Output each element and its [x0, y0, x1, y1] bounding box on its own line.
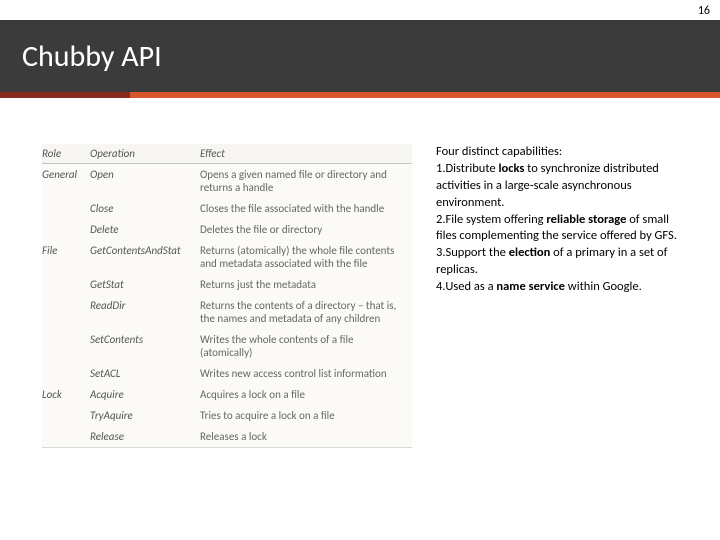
cell-operation: Acquire: [90, 384, 200, 405]
cell-effect: Closes the file associated with the hand…: [200, 198, 412, 219]
cap-2a: 2.File system offering: [436, 212, 546, 227]
cap-3b: election: [509, 245, 551, 260]
cap-4a: 4.Used as a: [436, 279, 496, 294]
cell-role: [42, 274, 90, 295]
slide-title: Chubby API: [22, 38, 162, 75]
cap-1a: 1.Distribute: [436, 161, 498, 176]
table-row: ReleaseReleases a lock: [42, 426, 412, 448]
content-area: Role Operation Effect GeneralOpenOpens a…: [0, 98, 720, 448]
table-row: TryAquireTries to acquire a lock on a fi…: [42, 405, 412, 426]
cell-effect: Tries to acquire a lock on a file: [200, 405, 412, 426]
cell-effect: Deletes the file or directory: [200, 219, 412, 240]
capabilities-text: Four distinct capabilities: 1.Distribute…: [436, 144, 700, 448]
cap-4b: name service: [496, 279, 565, 294]
slide-header: Chubby API: [0, 20, 720, 92]
table-row: SetACLWrites new access control list inf…: [42, 363, 412, 384]
cell-effect: Returns (atomically) the whole file cont…: [200, 240, 412, 274]
api-table-wrap: Role Operation Effect GeneralOpenOpens a…: [42, 144, 412, 448]
page-number: 16: [0, 0, 720, 20]
cap-3: 3.Support the election of a primary in a…: [436, 245, 692, 279]
cap-3a: 3.Support the: [436, 245, 509, 260]
cell-role: [42, 219, 90, 240]
cell-role: [42, 405, 90, 426]
cell-operation: SetACL: [90, 363, 200, 384]
cell-effect: Acquires a lock on a file: [200, 384, 412, 405]
cell-role: Lock: [42, 384, 90, 405]
cell-role: [42, 363, 90, 384]
cell-operation: GetStat: [90, 274, 200, 295]
cap-2: 2.File system offering reliable storage …: [436, 212, 692, 246]
table-row: FileGetContentsAndStatReturns (atomicall…: [42, 240, 412, 274]
cap-1: 1.Distribute locks to synchronize distri…: [436, 161, 692, 212]
cap-4c: within Google.: [565, 279, 642, 294]
table-row: CloseCloses the file associated with the…: [42, 198, 412, 219]
cap-4: 4.Used as a name service within Google.: [436, 279, 692, 296]
cell-operation: ReadDir: [90, 295, 200, 329]
cell-role: File: [42, 240, 90, 274]
cap-intro: Four distinct capabilities:: [436, 144, 692, 161]
cell-effect: Releases a lock: [200, 426, 412, 448]
table-row: LockAcquireAcquires a lock on a file: [42, 384, 412, 405]
table-header-row: Role Operation Effect: [42, 144, 412, 164]
cell-role: [42, 198, 90, 219]
cell-effect: Opens a given named file or directory an…: [200, 164, 412, 199]
col-role: Role: [42, 144, 90, 164]
table-row: ReadDirReturns the contents of a directo…: [42, 295, 412, 329]
api-table: Role Operation Effect GeneralOpenOpens a…: [42, 144, 412, 448]
cell-role: [42, 426, 90, 448]
accent-bar: [0, 92, 720, 98]
table-body: GeneralOpenOpens a given named file or d…: [42, 164, 412, 448]
table-row: GeneralOpenOpens a given named file or d…: [42, 164, 412, 199]
cell-operation: Close: [90, 198, 200, 219]
cell-operation: GetContentsAndStat: [90, 240, 200, 274]
cap-2b: reliable storage: [546, 212, 626, 227]
col-operation: Operation: [90, 144, 200, 164]
cell-operation: Open: [90, 164, 200, 199]
cell-role: General: [42, 164, 90, 199]
cell-operation: SetContents: [90, 329, 200, 363]
cell-operation: TryAquire: [90, 405, 200, 426]
accent-left: [0, 92, 130, 98]
cell-effect: Writes the whole contents of a file (ato…: [200, 329, 412, 363]
cell-role: [42, 295, 90, 329]
table-row: GetStatReturns just the metadata: [42, 274, 412, 295]
col-effect: Effect: [200, 144, 412, 164]
cell-effect: Returns the contents of a directory – th…: [200, 295, 412, 329]
cell-role: [42, 329, 90, 363]
accent-right: [130, 92, 720, 98]
cell-effect: Writes new access control list informati…: [200, 363, 412, 384]
cell-operation: Release: [90, 426, 200, 448]
table-row: DeleteDeletes the file or directory: [42, 219, 412, 240]
cap-1b: locks: [498, 161, 524, 176]
cell-effect: Returns just the metadata: [200, 274, 412, 295]
table-row: SetContentsWrites the whole contents of …: [42, 329, 412, 363]
cell-operation: Delete: [90, 219, 200, 240]
